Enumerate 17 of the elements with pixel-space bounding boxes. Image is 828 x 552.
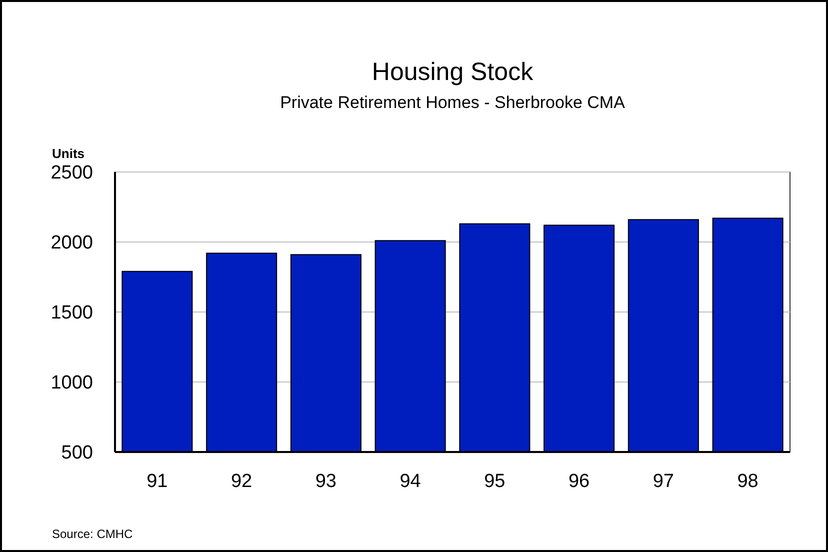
x-tick-label: 95 <box>484 471 506 492</box>
y-tick-label: 2000 <box>50 232 93 254</box>
y-tick-label: 500 <box>61 442 93 464</box>
y-axis-title: Units <box>52 146 84 161</box>
chart-subtitle: Private Retirement Homes - Sherbrooke CMA <box>280 93 626 112</box>
y-tick-label: 2500 <box>50 162 93 184</box>
x-tick-label: 92 <box>230 471 252 492</box>
source-note: Source: CMHC <box>52 527 134 541</box>
chart-title: Housing Stock <box>372 58 534 86</box>
x-tick-label: 91 <box>146 471 168 492</box>
y-tick-label: 1000 <box>50 372 93 394</box>
x-tick-label: 96 <box>568 471 590 492</box>
x-tick-label: 98 <box>737 471 758 492</box>
x-tick-label: 93 <box>315 471 337 492</box>
x-tick-label: 97 <box>652 471 674 492</box>
y-tick-label: 1500 <box>50 302 93 324</box>
x-tick-label: 94 <box>400 471 422 492</box>
